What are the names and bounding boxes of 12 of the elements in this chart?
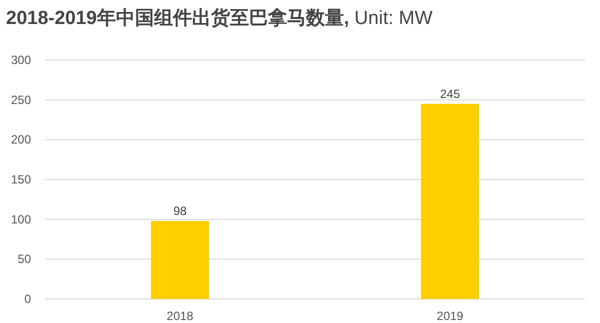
y-tick-label: 200 — [10, 132, 32, 147]
x-tick-label: 2018 — [166, 309, 194, 323]
y-tick-label: 300 — [10, 53, 32, 67]
y-tick-label: 150 — [10, 172, 32, 186]
y-tick-label: 100 — [10, 212, 32, 226]
y-tick-label: 0 — [24, 292, 32, 306]
y-tick-label: 250 — [10, 92, 32, 107]
data-label: 98 — [173, 204, 187, 218]
data-label: 245 — [440, 86, 460, 101]
x-tick-label: 2019 — [436, 309, 464, 323]
y-tick-label: 50 — [18, 252, 32, 266]
chart-title: 2018-2019年中国组件出货至巴拿马数量, Unit: MW — [6, 7, 433, 29]
